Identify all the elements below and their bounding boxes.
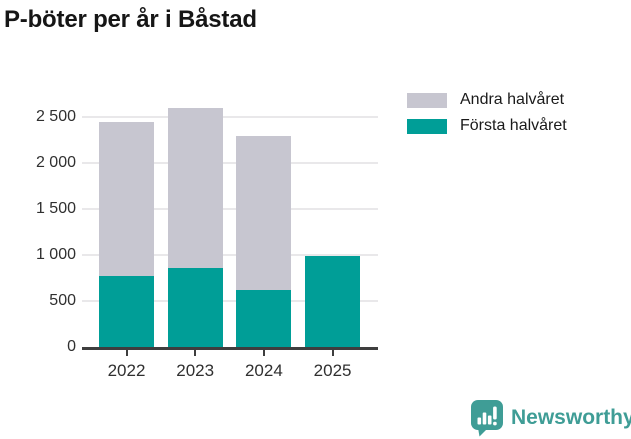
legend: Andra halvåret Första halvåret: [407, 91, 567, 143]
bar-segment-2025-första: [305, 255, 361, 347]
y-axis-label: 0: [67, 338, 76, 355]
legend-item: Första halvåret: [407, 117, 567, 135]
bar-segment-2023-första: [167, 267, 223, 347]
legend-label: Andra halvåret: [460, 91, 565, 108]
gridline-1000: [82, 254, 378, 256]
x-axis-label-2022: 2022: [107, 361, 146, 380]
newsworthy-logo-icon: [471, 400, 503, 437]
legend-label: Första halvåret: [460, 117, 567, 134]
y-axis-label: 2 000: [35, 154, 76, 171]
bar-segment-2022-andra: [99, 121, 154, 277]
brand-footer-link[interactable]: Newsworthy: [470, 399, 631, 437]
x-axis-tick: [194, 350, 197, 356]
bar-segment-2024-andra: [236, 136, 292, 290]
bar-segment-2022-första: [99, 276, 154, 347]
y-axis: 0 500 1 000 1 500 2 000 2 500: [0, 0, 76, 439]
gridline-1500: [82, 208, 378, 210]
x-axis-tick: [331, 350, 334, 356]
legend-swatch-icon: [407, 118, 447, 134]
brand-name: Newsworthy: [511, 406, 631, 429]
x-axis-tick: [262, 350, 265, 356]
x-axis-label-2025: 2025: [313, 361, 352, 380]
y-axis-label: 2 500: [35, 108, 76, 125]
bar-segment-2024-första: [236, 289, 292, 347]
bar-segment-2023-andra: [167, 107, 223, 268]
gridline-500: [82, 300, 378, 302]
y-axis-label: 1 000: [35, 246, 76, 263]
legend-swatch-icon: [407, 92, 447, 108]
y-axis-label: 1 500: [35, 200, 76, 217]
gridline-2000: [82, 162, 378, 164]
plot-area: 2022 2023 2024 2025: [82, 95, 378, 380]
chart-title: P-böter per år i Båstad: [4, 6, 257, 33]
x-axis-label-2024: 2024: [244, 361, 283, 380]
gridline-2500: [82, 116, 378, 118]
legend-item: Andra halvåret: [407, 91, 567, 109]
x-axis-label-2023: 2023: [176, 361, 215, 380]
y-axis-label: 500: [49, 292, 76, 309]
x-axis-tick: [125, 350, 128, 356]
